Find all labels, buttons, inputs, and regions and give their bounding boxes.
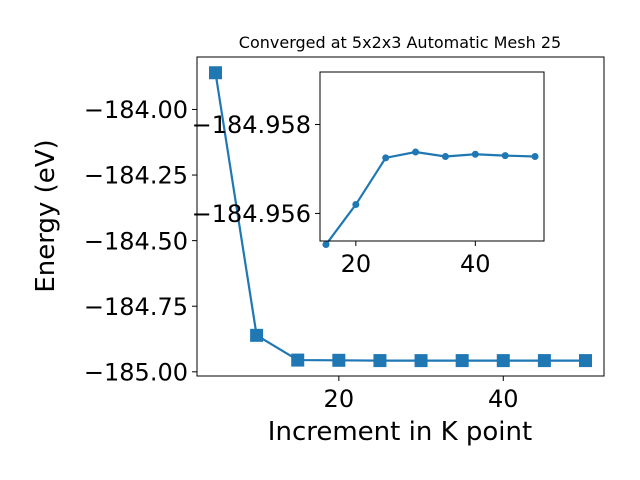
data-point xyxy=(414,354,428,368)
data-point xyxy=(455,354,469,368)
x-tick-label: 20 xyxy=(324,385,355,413)
y-tick-label: −185.00 xyxy=(84,358,188,386)
x-axis-label: Increment in K point xyxy=(268,417,532,447)
main-plot-frame xyxy=(196,56,605,377)
y-axis-label: Energy (eV) xyxy=(31,139,61,292)
inset-plot-frame xyxy=(319,71,545,242)
y-tick-label: −184.50 xyxy=(84,227,188,255)
data-point xyxy=(501,152,509,160)
data-point xyxy=(531,153,539,160)
y-tick-label: −184.25 xyxy=(84,162,188,190)
data-point xyxy=(209,66,222,80)
y-tick-label: −184.958 xyxy=(192,111,311,139)
data-point xyxy=(332,353,346,367)
data-point xyxy=(579,354,592,368)
y-tick-label: −184.956 xyxy=(192,200,311,228)
data-point xyxy=(291,353,305,367)
data-point xyxy=(471,150,479,158)
inset-plot: 20 40 −184.956 −184.958 xyxy=(192,71,545,278)
data-point xyxy=(322,241,330,249)
x-tick-label: 20 xyxy=(341,250,372,278)
data-point xyxy=(496,354,510,368)
data-point xyxy=(373,354,387,368)
series-line xyxy=(325,150,536,246)
data-point xyxy=(441,153,449,160)
x-tick-label: 40 xyxy=(488,385,519,413)
data-point xyxy=(537,354,551,368)
data-point xyxy=(352,201,360,209)
data-point xyxy=(382,154,390,162)
data-point xyxy=(412,148,420,156)
x-tick-label: 40 xyxy=(460,250,491,278)
y-tick-label: −184.75 xyxy=(84,293,188,321)
y-tick-label: −184.00 xyxy=(84,96,188,124)
data-point xyxy=(250,328,264,342)
main-title: Converged at 5x2x3 Automatic Mesh 25 xyxy=(239,33,561,52)
main-plot: Converged at 5x2x3 Automatic Mesh 25 Inc… xyxy=(31,33,605,447)
series-line xyxy=(214,72,586,362)
